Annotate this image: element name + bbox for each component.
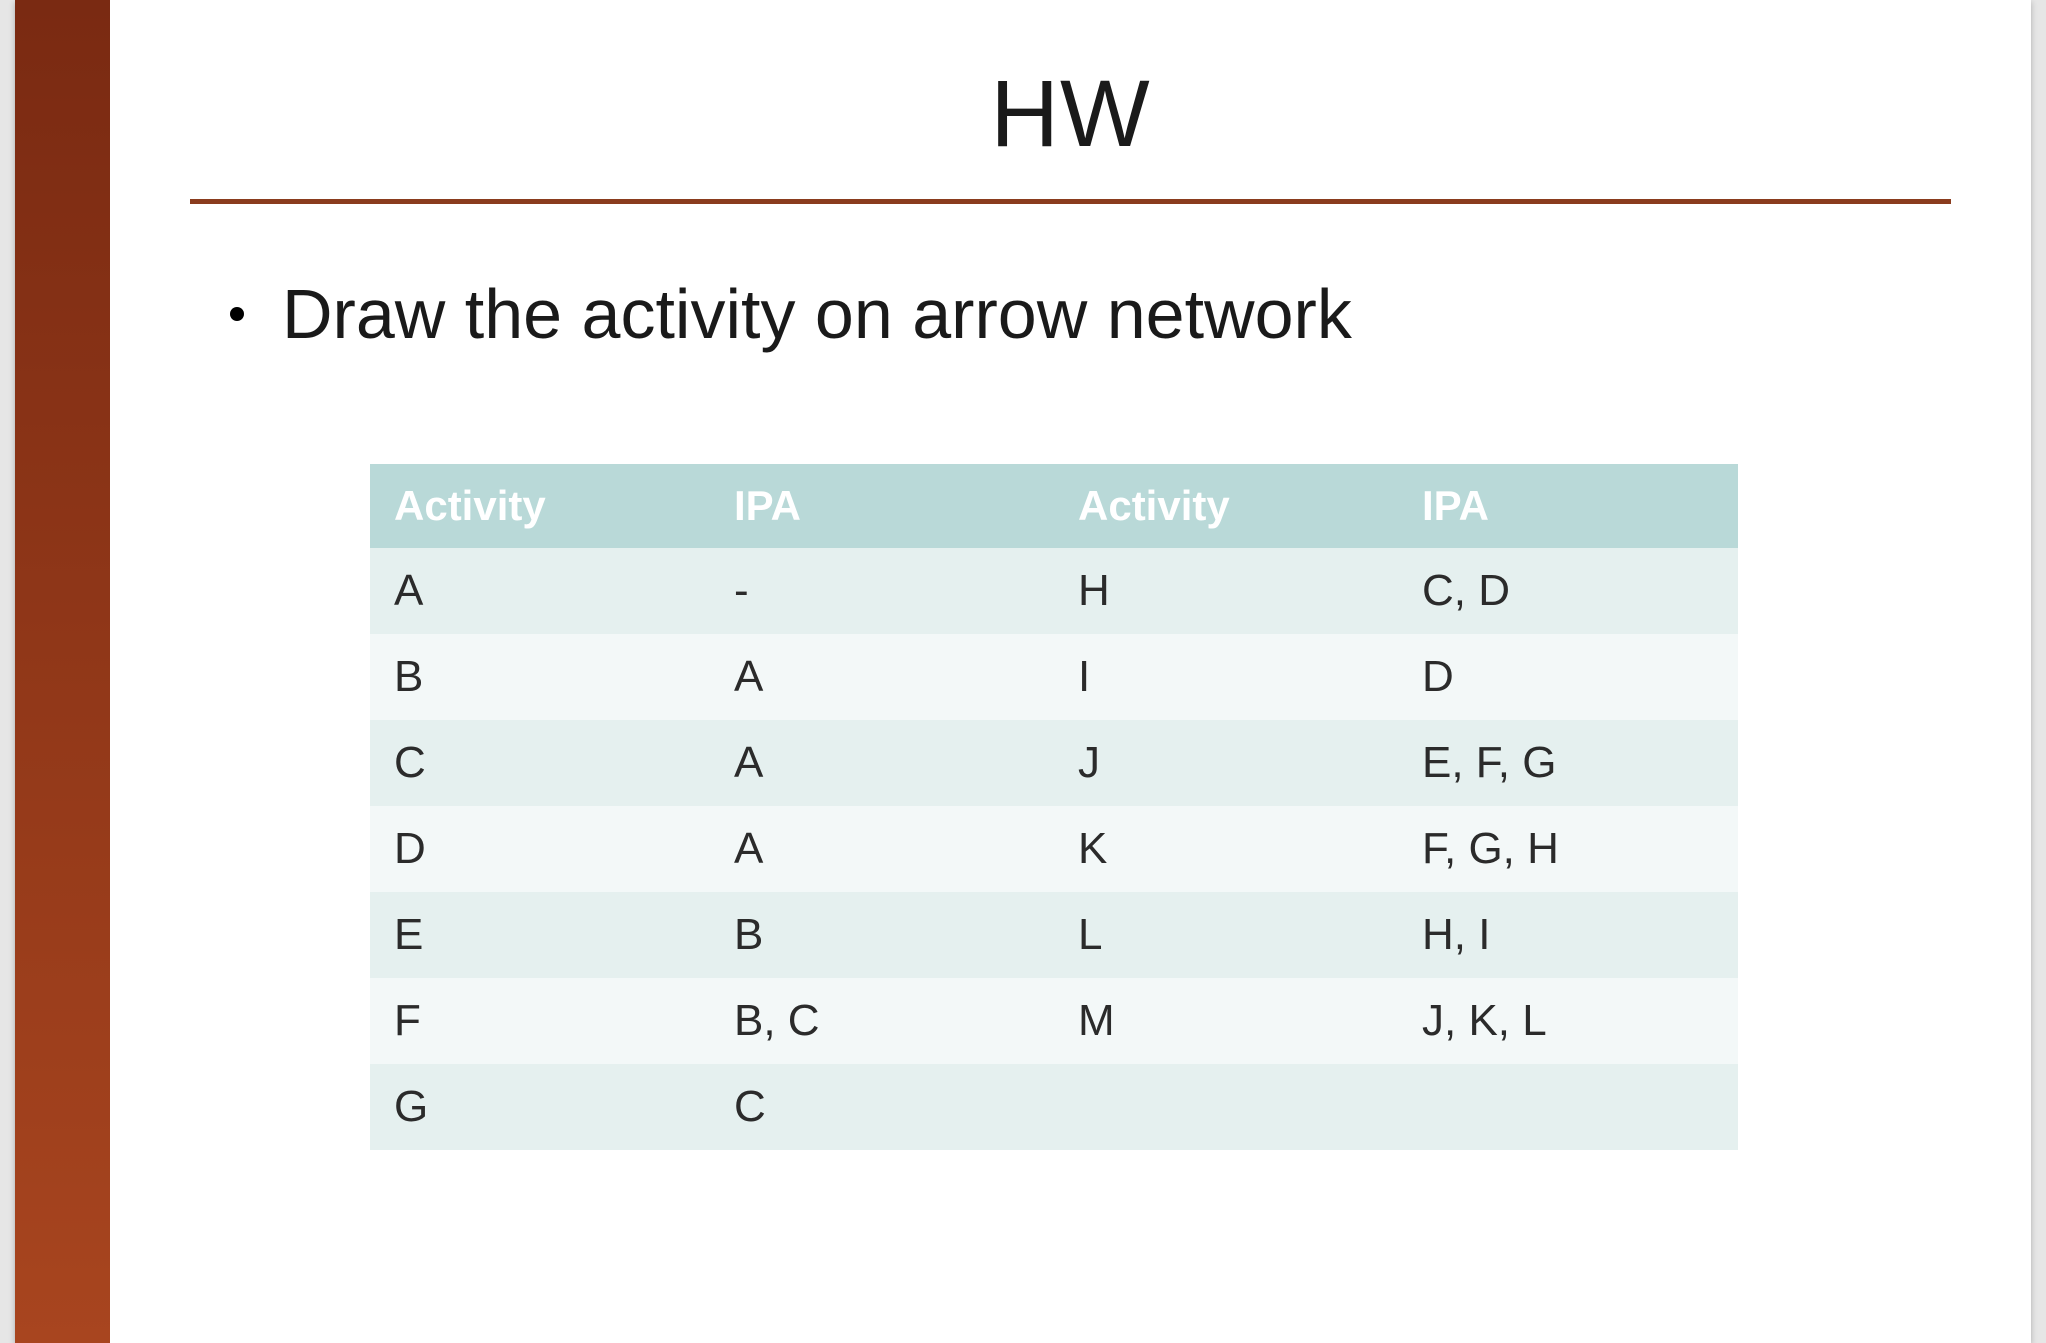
table-row: B A I D [370,634,1738,720]
title-underline [190,199,1951,204]
table-cell: A [370,548,710,634]
activity-table: Activity IPA Activity IPA A - H C, D [370,464,1738,1150]
table-cell: A [710,806,1054,892]
table-cell: C [370,720,710,806]
table-cell: A [710,720,1054,806]
bullet-line: Draw the activity on arrow network [190,274,1951,354]
table-cell [1054,1064,1398,1150]
table-row: A - H C, D [370,548,1738,634]
slide-accent-bar [15,0,110,1343]
table-row: D A K F, G, H [370,806,1738,892]
bullet-icon [230,307,244,321]
table-cell: H [1054,548,1398,634]
table-cell: L [1054,892,1398,978]
table-cell [1398,1064,1738,1150]
slide: HW Draw the activity on arrow network Ac… [15,0,2031,1343]
table-cell: J [1054,720,1398,806]
editor-viewport: HW Draw the activity on arrow network Ac… [0,0,2046,1343]
table-header: IPA [1398,464,1738,548]
table-cell: D [370,806,710,892]
table-cell: C, D [1398,548,1738,634]
slide-content: HW Draw the activity on arrow network Ac… [110,0,2031,1343]
table-row: C A J E, F, G [370,720,1738,806]
table-cell: I [1054,634,1398,720]
table-cell: K [1054,806,1398,892]
table-cell: C [710,1064,1054,1150]
table-header: Activity [370,464,710,548]
bullet-text: Draw the activity on arrow network [282,274,1352,354]
table-cell: D [1398,634,1738,720]
table-header: Activity [1054,464,1398,548]
table-cell: E, F, G [1398,720,1738,806]
table-cell: B, C [710,978,1054,1064]
table-header-row: Activity IPA Activity IPA [370,464,1738,548]
slide-title: HW [190,60,1951,169]
table-cell: E [370,892,710,978]
table-header: IPA [710,464,1054,548]
table-row: E B L H, I [370,892,1738,978]
table-cell: H, I [1398,892,1738,978]
activity-table-wrap: Activity IPA Activity IPA A - H C, D [190,464,1951,1150]
table-cell: F, G, H [1398,806,1738,892]
table-cell: B [710,892,1054,978]
table-row: G C [370,1064,1738,1150]
table-cell: A [710,634,1054,720]
table-cell: M [1054,978,1398,1064]
table-row: F B, C M J, K, L [370,978,1738,1064]
table-cell: - [710,548,1054,634]
table-cell: F [370,978,710,1064]
table-cell: B [370,634,710,720]
table-cell: J, K, L [1398,978,1738,1064]
table-cell: G [370,1064,710,1150]
